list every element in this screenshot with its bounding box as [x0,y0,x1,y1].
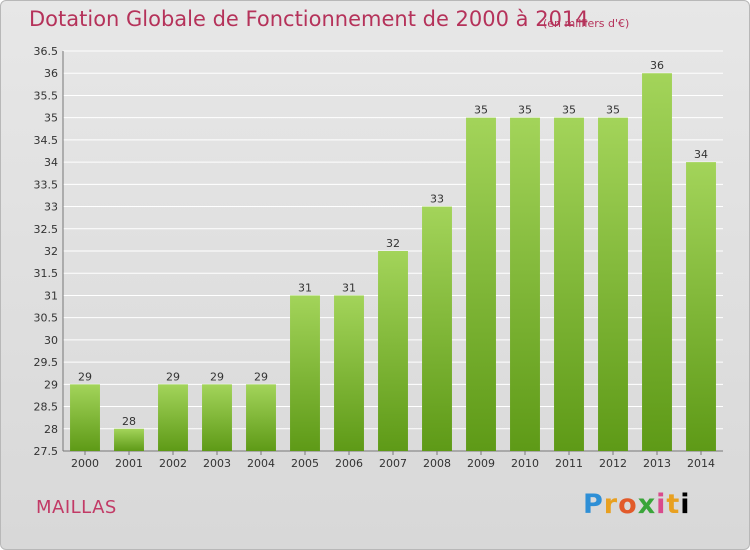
x-tick-label: 2007 [379,457,407,470]
y-tick-label: 36 [44,67,58,80]
y-tick-label: 32.5 [34,223,59,236]
bar [334,295,364,451]
data-label: 29 [78,370,92,383]
bar [378,251,408,451]
y-tick-label: 31 [44,289,58,302]
unit-note: (en milliers d'€) [543,17,630,30]
y-tick-label: 29 [44,378,58,391]
x-tick-label: 2012 [599,457,627,470]
data-label: 35 [474,104,488,117]
y-tick-label: 33.5 [34,178,59,191]
bar [422,206,452,451]
data-label: 29 [254,370,268,383]
data-label: 33 [430,193,444,206]
x-tick-label: 2004 [247,457,275,470]
data-label: 29 [210,370,224,383]
y-tick-label: 35.5 [34,89,59,102]
y-tick-label: 28 [44,423,58,436]
y-tick-label: 28.5 [34,401,59,414]
x-tick-label: 2009 [467,457,495,470]
data-label: 35 [606,104,620,117]
bar [642,73,672,451]
y-tick-label: 30.5 [34,312,59,325]
data-label: 35 [518,104,532,117]
chart-title: Dotation Globale de Fonctionnement de 20… [29,7,589,31]
y-tick-label: 30 [44,334,58,347]
bar [158,384,188,451]
x-tick-label: 2003 [203,457,231,470]
commune-name: MAILLAS [36,497,117,518]
y-tick-label: 31.5 [34,267,59,280]
x-tick-label: 2002 [159,457,187,470]
data-label: 31 [342,281,356,294]
y-tick-label: 32 [44,245,58,258]
bar [114,428,144,451]
data-label: 36 [650,59,664,72]
x-tick-label: 2006 [335,457,363,470]
y-tick-label: 35 [44,112,58,125]
bar [510,117,540,452]
bar [202,384,232,451]
bar [598,117,628,452]
data-label: 28 [122,415,136,428]
x-tick-label: 2014 [687,457,715,470]
x-tick-label: 2000 [71,457,99,470]
x-tick-label: 2013 [643,457,671,470]
bar [554,117,584,452]
proxiti-logo[interactable]: Proxiti [583,489,691,520]
bar [466,117,496,452]
y-tick-label: 34.5 [34,134,59,147]
y-tick-label: 36.5 [34,45,59,58]
x-tick-label: 2011 [555,457,583,470]
data-label: 35 [562,104,576,117]
x-tick-label: 2001 [115,457,143,470]
bar [290,295,320,451]
x-tick-label: 2008 [423,457,451,470]
bar [70,384,100,451]
y-tick-label: 34 [44,156,58,169]
data-label: 29 [166,370,180,383]
y-tick-label: 27.5 [34,445,59,458]
bar [246,384,276,451]
bar [686,162,716,451]
x-tick-label: 2005 [291,457,319,470]
data-label: 31 [298,281,312,294]
x-tick-label: 2010 [511,457,539,470]
data-label: 32 [386,237,400,250]
y-tick-label: 33 [44,201,58,214]
y-tick-label: 29.5 [34,356,59,369]
data-label: 34 [694,148,708,161]
